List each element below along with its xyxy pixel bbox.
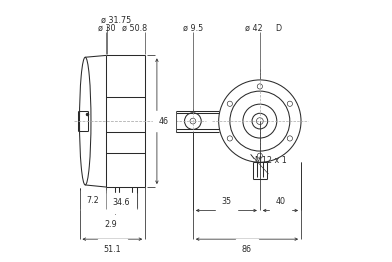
Text: 86: 86: [242, 244, 252, 254]
Text: ø 42: ø 42: [245, 24, 262, 32]
Text: 46: 46: [159, 117, 169, 126]
Text: ø 9.5: ø 9.5: [183, 24, 203, 32]
Text: 35: 35: [221, 197, 231, 206]
Text: 51.1: 51.1: [103, 244, 121, 254]
Text: 34.6: 34.6: [113, 198, 130, 207]
Text: ø 30: ø 30: [98, 24, 116, 32]
Text: 40: 40: [276, 197, 285, 206]
Text: M12 x 1: M12 x 1: [255, 156, 287, 166]
Text: ø 31.75: ø 31.75: [102, 16, 132, 25]
Text: D: D: [275, 24, 281, 32]
Text: ø 50.8: ø 50.8: [122, 24, 147, 32]
Text: 7.2: 7.2: [86, 195, 99, 205]
Text: 2.9: 2.9: [104, 220, 117, 229]
